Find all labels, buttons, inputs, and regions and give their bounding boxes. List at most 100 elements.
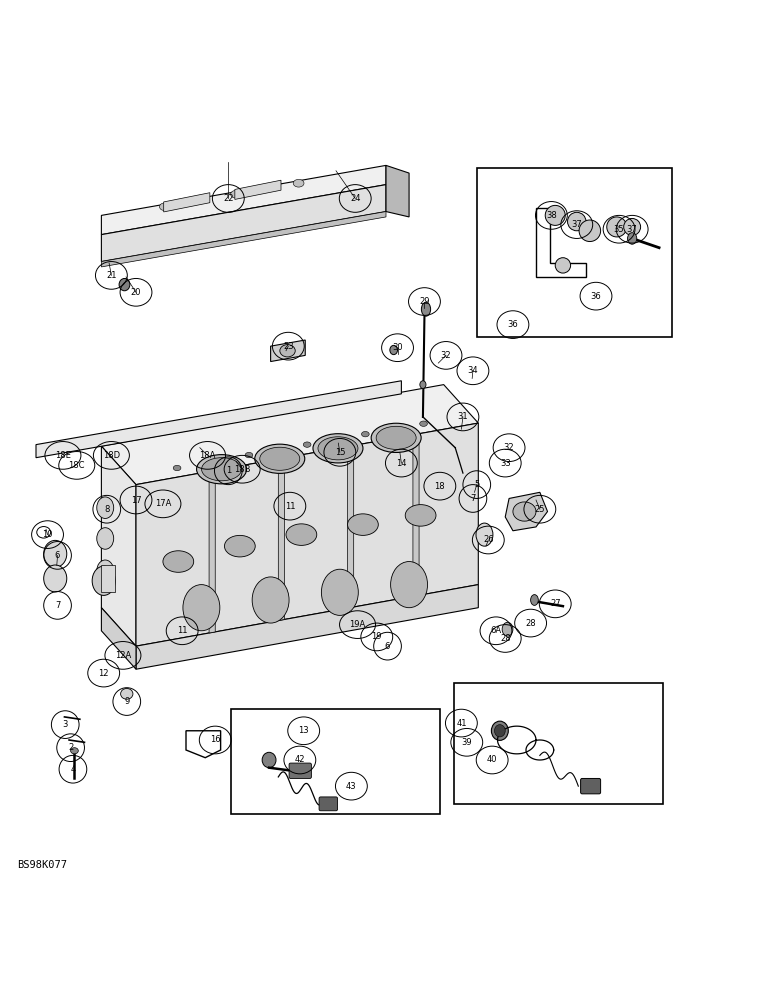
Polygon shape (209, 470, 215, 633)
Text: 31: 31 (458, 412, 469, 421)
Polygon shape (347, 445, 354, 608)
Text: 37: 37 (627, 225, 638, 234)
Ellipse shape (293, 179, 304, 187)
Text: 28: 28 (525, 619, 536, 628)
Text: 11: 11 (285, 502, 295, 511)
Text: 38: 38 (546, 211, 557, 220)
Ellipse shape (96, 528, 113, 549)
Text: 34: 34 (468, 366, 478, 375)
Polygon shape (235, 180, 281, 199)
Polygon shape (101, 185, 386, 262)
Polygon shape (101, 165, 386, 235)
Ellipse shape (628, 233, 637, 244)
Text: 17: 17 (130, 496, 141, 505)
Text: 18B: 18B (234, 465, 250, 474)
Text: 6: 6 (55, 551, 60, 560)
Ellipse shape (361, 431, 369, 437)
Polygon shape (36, 381, 401, 458)
Text: 28: 28 (500, 634, 510, 643)
Ellipse shape (160, 203, 171, 211)
Text: 37: 37 (571, 220, 582, 229)
Ellipse shape (259, 447, 300, 470)
Ellipse shape (476, 523, 493, 546)
Ellipse shape (231, 190, 242, 198)
Ellipse shape (347, 514, 378, 535)
Ellipse shape (494, 725, 505, 737)
Circle shape (555, 258, 571, 273)
Text: 22: 22 (223, 194, 234, 203)
Text: 20: 20 (130, 288, 141, 297)
Text: 14: 14 (396, 459, 407, 468)
Ellipse shape (173, 465, 181, 471)
Text: 33: 33 (499, 459, 510, 468)
Text: 6A: 6A (490, 626, 502, 635)
Ellipse shape (376, 426, 416, 449)
Ellipse shape (44, 540, 66, 567)
Text: 21: 21 (106, 271, 117, 280)
Text: 12A: 12A (115, 651, 131, 660)
Circle shape (607, 217, 627, 237)
Text: 3: 3 (63, 720, 68, 729)
Text: 16: 16 (210, 735, 221, 744)
Ellipse shape (119, 278, 130, 291)
Ellipse shape (92, 566, 115, 595)
Text: 2: 2 (68, 743, 73, 752)
Text: 36: 36 (591, 292, 601, 301)
Ellipse shape (44, 565, 66, 592)
Ellipse shape (201, 458, 242, 481)
Ellipse shape (255, 444, 305, 473)
Circle shape (624, 218, 641, 235)
Text: 32: 32 (441, 351, 452, 360)
Ellipse shape (390, 345, 398, 355)
FancyBboxPatch shape (581, 778, 601, 794)
Ellipse shape (405, 505, 436, 526)
Text: 24: 24 (350, 194, 361, 203)
Text: 26: 26 (483, 535, 493, 544)
Text: 39: 39 (462, 738, 472, 747)
Ellipse shape (183, 585, 220, 631)
Ellipse shape (245, 452, 252, 458)
Ellipse shape (420, 381, 426, 388)
Ellipse shape (96, 497, 113, 518)
FancyBboxPatch shape (289, 763, 311, 778)
Bar (477, 168, 672, 337)
Text: 15: 15 (334, 448, 345, 457)
Text: 5: 5 (474, 480, 479, 489)
Text: 40: 40 (487, 755, 497, 764)
Ellipse shape (37, 527, 51, 538)
Text: 18D: 18D (103, 451, 120, 460)
Polygon shape (505, 492, 547, 531)
Text: 32: 32 (504, 443, 514, 452)
Ellipse shape (70, 748, 78, 754)
Text: 17A: 17A (154, 499, 171, 508)
Text: 35: 35 (614, 225, 625, 234)
Text: 10: 10 (42, 530, 52, 539)
Text: 30: 30 (392, 343, 403, 352)
Ellipse shape (371, 423, 422, 452)
Text: 19: 19 (371, 632, 382, 641)
Text: 42: 42 (295, 755, 305, 764)
Ellipse shape (279, 345, 295, 357)
Text: 23: 23 (283, 342, 293, 351)
Text: 1: 1 (225, 466, 231, 475)
Ellipse shape (252, 577, 289, 623)
Text: 18A: 18A (199, 451, 215, 460)
Text: 8: 8 (104, 505, 110, 514)
Ellipse shape (163, 551, 194, 572)
Polygon shape (271, 340, 305, 362)
Text: 25: 25 (534, 505, 545, 514)
Ellipse shape (502, 622, 513, 636)
Polygon shape (136, 423, 479, 646)
Polygon shape (101, 565, 115, 592)
Text: 11: 11 (177, 626, 188, 635)
Ellipse shape (262, 752, 276, 768)
Text: 4: 4 (70, 765, 76, 774)
Text: 18C: 18C (69, 461, 85, 470)
Text: 41: 41 (456, 719, 466, 728)
Ellipse shape (422, 302, 431, 316)
Polygon shape (101, 212, 386, 267)
Ellipse shape (303, 442, 311, 447)
Text: 36: 36 (507, 320, 518, 329)
Ellipse shape (492, 721, 508, 740)
Text: 18E: 18E (55, 451, 71, 460)
